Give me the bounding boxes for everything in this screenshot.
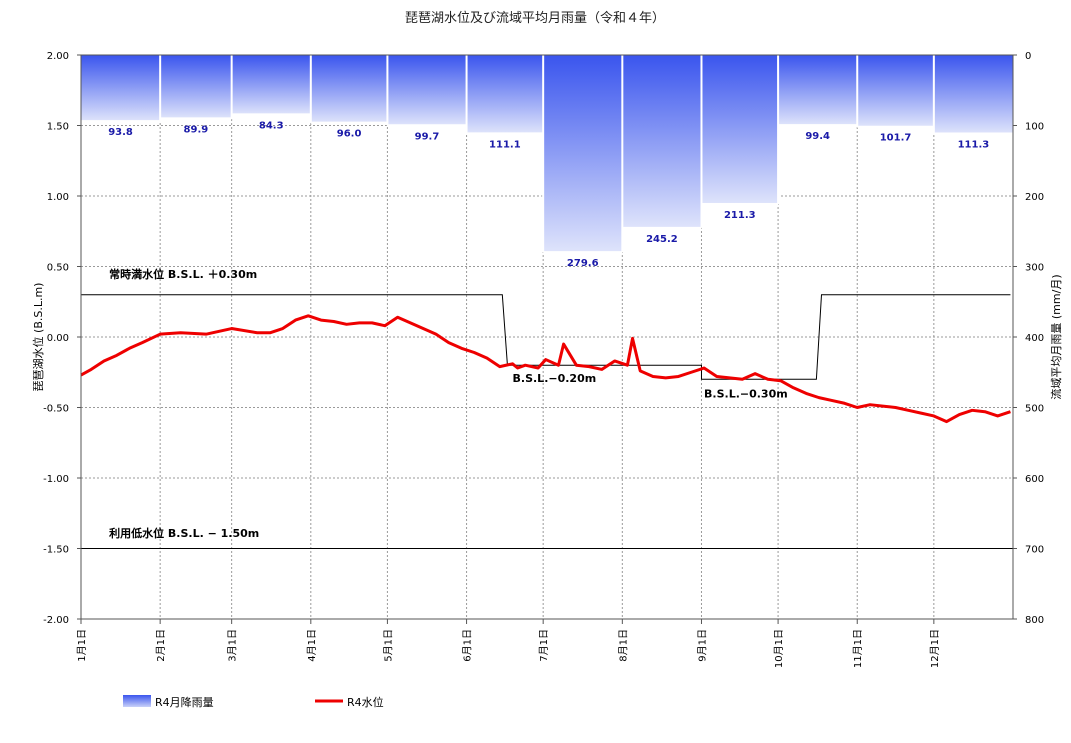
- y-left-tick-label: -1.50: [43, 545, 69, 556]
- y-left-tick-label: -0.50: [43, 404, 69, 415]
- x-tick-label: 9月1日: [696, 629, 708, 662]
- annotations: 常時満水位 B.S.L. ＋0.30m B.S.L.−0.20m B.S.L.−0.…: [109, 267, 788, 540]
- line-layer: [80, 294, 1013, 549]
- y-right-tick-label: 500: [1025, 404, 1044, 415]
- rainfall-labels: 93.8 89.9 84.3 96.0 99.7 111.1 279.6 245.2 211.3…: [108, 120, 989, 269]
- x-tick-label: 5月1日: [382, 629, 394, 662]
- rainfall-bar-label: 89.9: [184, 124, 209, 135]
- rainfall-bar-label: 84.3: [259, 120, 284, 131]
- axes: 2.00 1.50 1.00 0.50 0.00 -0.50 -1.00 -1.50 -2.00…: [43, 51, 1044, 668]
- rainfall-bar-label: 211.3: [724, 210, 756, 221]
- rainfall-bars: [81, 55, 1013, 254]
- chart-title: 琵琶湖水位及び流域平均月雨量（令和４年）: [405, 11, 665, 26]
- rainfall-bar: [701, 55, 779, 204]
- rainfall-bar: [231, 55, 311, 115]
- rainfall-bar: [387, 55, 467, 126]
- legend: R4月降雨量 R4水位: [123, 695, 384, 709]
- y-left-tick-label: 1.00: [47, 192, 69, 203]
- y-left-tick-label: 1.50: [47, 122, 69, 133]
- y-right-tick-label: 800: [1025, 615, 1044, 626]
- rainfall-bar: [933, 55, 1013, 134]
- x-tick-label: 6月1日: [462, 629, 474, 662]
- rainfall-bar-label: 99.4: [805, 131, 830, 142]
- rainfall-bar-label: 111.1: [489, 139, 521, 150]
- rainfall-bar-label: 93.8: [108, 127, 133, 138]
- rainfall-bar: [160, 55, 232, 119]
- x-tick-label: 7月1日: [538, 629, 550, 662]
- water-level-line: [80, 314, 1011, 424]
- y-right-tick-label: 0: [1025, 51, 1031, 62]
- y-right-tick-label: 400: [1025, 333, 1044, 344]
- y-right-tick-label: 100: [1025, 122, 1044, 133]
- y-right-tick-label: 700: [1025, 545, 1044, 556]
- y-right-tick-label: 300: [1025, 263, 1044, 274]
- legend-level-label: R4水位: [347, 695, 384, 709]
- x-tick-label: 11月1日: [852, 629, 864, 668]
- x-tick-label: 10月1日: [773, 629, 785, 668]
- legend-rainfall-label: R4月降雨量: [155, 695, 214, 709]
- y-right-axis-label: 流域平均月雨量 (mm/月): [1049, 274, 1063, 399]
- legend-rainfall-swatch: [123, 695, 151, 707]
- x-tick-label: 3月1日: [227, 629, 239, 662]
- rainfall-bar-label: 279.6: [567, 258, 599, 269]
- rainfall-bar-label: 101.7: [880, 133, 912, 144]
- x-tick-label: 4月1日: [306, 629, 318, 662]
- rainfall-bar: [81, 55, 161, 122]
- annotation-label: B.S.L.−0.30m: [704, 388, 788, 401]
- rainfall-bar: [778, 55, 858, 126]
- annotation-label: B.S.L.−0.20m: [513, 372, 597, 385]
- rainfall-bar: [466, 55, 544, 134]
- x-tick-label: 8月1日: [617, 629, 629, 662]
- rainfall-bar: [543, 55, 623, 253]
- rainfall-bar: [310, 55, 388, 123]
- y-left-axis-label: 琵琶湖水位 (B.S.L.m): [31, 283, 45, 392]
- annotation-label: 利用低水位 B.S.L. − 1.50m: [109, 526, 259, 540]
- y-left-tick-label: 0.00: [47, 333, 69, 344]
- rainfall-bar: [857, 55, 934, 127]
- rainfall-bar-label: 96.0: [337, 129, 362, 140]
- y-left-tick-label: 2.00: [47, 51, 69, 62]
- y-right-tick-label: 600: [1025, 474, 1044, 485]
- x-tick-label: 2月1日: [155, 629, 167, 662]
- rainfall-bar-label: 99.7: [415, 131, 440, 142]
- y-left-tick-label: -1.00: [43, 474, 69, 485]
- annotation-label: 常時満水位 B.S.L. ＋0.30m: [109, 267, 257, 281]
- x-tick-label: 1月1日: [76, 629, 88, 662]
- rule-line: [81, 294, 1011, 380]
- y-left-tick-label: -2.00: [43, 615, 69, 626]
- x-tick-label: 12月1日: [929, 629, 941, 668]
- rainfall-bar: [622, 55, 702, 228]
- rainfall-bar-label: 111.3: [958, 139, 990, 150]
- rainfall-bar-label: 245.2: [646, 234, 678, 245]
- y-left-tick-label: 0.50: [47, 263, 69, 274]
- y-right-tick-label: 200: [1025, 192, 1044, 203]
